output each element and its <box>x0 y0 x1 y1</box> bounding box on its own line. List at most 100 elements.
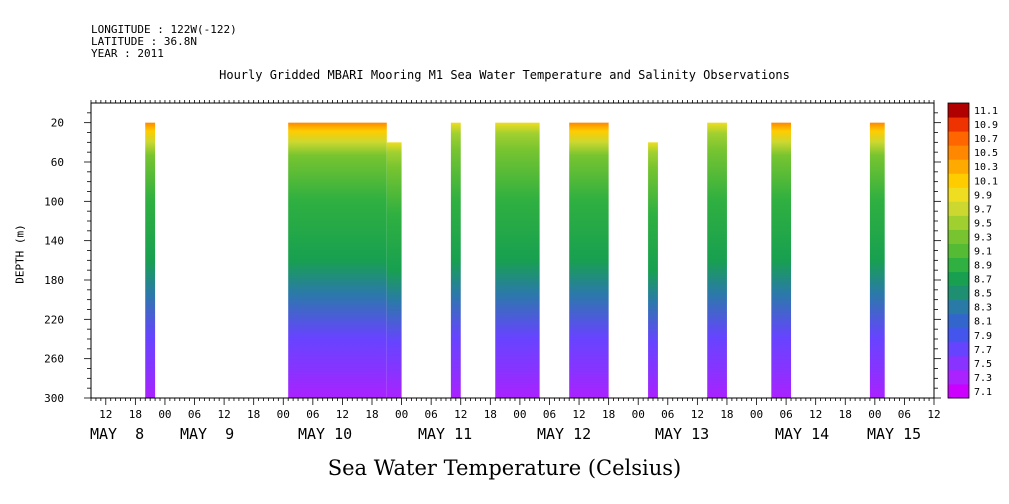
colorbar-swatch <box>948 313 969 329</box>
x-day-label: MAY 8 <box>90 425 144 443</box>
colorbar-label: 11.1 <box>974 106 998 117</box>
colorbar-label: 9.3 <box>974 232 992 243</box>
colorbar-swatch <box>948 173 969 188</box>
x-tick-label: 00 <box>750 408 763 421</box>
colorbar-swatch <box>948 201 969 216</box>
x-tick-label: 18 <box>129 408 142 421</box>
x-tick-label: 06 <box>898 408 911 421</box>
x-tick-label: 06 <box>661 408 674 421</box>
colorbar-swatch <box>948 103 969 118</box>
x-tick-label: 06 <box>425 408 438 421</box>
colorbar-swatch <box>948 257 969 273</box>
colorbar-label: 10.1 <box>974 176 998 187</box>
data-segment-9 <box>771 122 792 399</box>
x-tick-label: 12 <box>454 408 467 421</box>
longitude-label: LONGITUDE : 122W(-122) <box>91 23 237 36</box>
x-tick-label: 06 <box>306 408 319 421</box>
x-tick-label: 12 <box>809 408 822 421</box>
y-tick-label: 260 <box>44 353 64 366</box>
colorbar-swatch <box>948 299 969 315</box>
colorbar-swatch <box>948 243 969 259</box>
colorbar-swatch <box>948 187 969 202</box>
x-tick-label: 06 <box>779 408 792 421</box>
data-segment-6 <box>569 122 609 399</box>
colorbar-label: 8.9 <box>974 261 992 272</box>
colorbar-swatch <box>948 285 969 301</box>
data-segment-5 <box>495 122 540 399</box>
colorbar-label: 9.7 <box>974 204 992 215</box>
colorbar-label: 7.5 <box>974 359 992 370</box>
colorbar-label: 8.1 <box>974 317 992 328</box>
x-tick-label: 12 <box>572 408 585 421</box>
colorbar-label: 7.7 <box>974 345 992 356</box>
x-tick-label: 18 <box>720 408 733 421</box>
x-day-label: MAY 10 <box>298 425 352 443</box>
colorbar-swatch <box>948 355 969 371</box>
axes: 12 18 00 06 12 18 00 06 12 18 00 06 12 18 00 06 12 18 00 06… <box>44 100 941 443</box>
x-tick-label: 12 <box>691 408 704 421</box>
colorbar-label: 8.5 <box>974 289 992 300</box>
data-segment-3 <box>386 142 402 398</box>
colorbar-label: 7.1 <box>974 387 992 398</box>
y-tick-label: 20 <box>51 117 64 130</box>
y-tick-label: 300 <box>44 392 64 405</box>
colorbar-label: 10.9 <box>974 120 998 131</box>
data-segment-1 <box>145 122 156 399</box>
x-tick-label: 00 <box>395 408 408 421</box>
y-tick-label: 140 <box>44 235 64 248</box>
colorbar-label: 7.3 <box>974 373 992 384</box>
colorbar-label: 9.9 <box>974 190 992 201</box>
colorbar-frame <box>947 102 970 399</box>
colorbar-label: 7.9 <box>974 331 992 342</box>
data-segments <box>145 122 885 399</box>
x-tick-label: 12 <box>927 408 940 421</box>
colorbar-swatch <box>948 131 969 146</box>
x-tick-label: 12 <box>99 408 112 421</box>
x-day-label: MAY 12 <box>537 425 591 443</box>
colorbar-label: 8.7 <box>974 275 992 286</box>
colorbar-label: 10.7 <box>974 134 998 145</box>
colorbar-swatch <box>948 327 969 343</box>
colorbar-label: 10.3 <box>974 162 998 173</box>
x-tick-label: 06 <box>543 408 556 421</box>
x-tick-label: 18 <box>602 408 615 421</box>
x-tick-label: 00 <box>513 408 526 421</box>
x-tick-label: 00 <box>277 408 290 421</box>
colorbar-label: 9.5 <box>974 218 992 229</box>
y-tick-label: 220 <box>44 313 64 326</box>
x-tick-label: 12 <box>217 408 230 421</box>
colorbar-title: Sea Water Temperature (Celsius) <box>327 456 682 480</box>
data-segment-8 <box>707 122 727 399</box>
colorbar-label: 9.1 <box>974 247 992 258</box>
colorbar-label: 8.3 <box>974 303 992 314</box>
colorbar: 7.1 7.3 7.5 7.7 7.9 8.1 8.3 8.5 8.7 8.9 9.1 9.3 9.5 9… <box>947 102 998 399</box>
colorbar-swatch <box>948 229 969 244</box>
x-tick-label: 06 <box>188 408 201 421</box>
colorbar-swatch <box>948 341 969 357</box>
colorbar-swatch <box>948 145 969 160</box>
colorbar-label: 10.5 <box>974 148 998 159</box>
y-tick-label: 60 <box>51 156 64 169</box>
x-tick-label: 18 <box>365 408 378 421</box>
colorbar-swatch <box>948 369 969 385</box>
y-tick-label: 180 <box>44 274 64 287</box>
colorbar-swatch <box>948 383 969 399</box>
x-tick-label: 00 <box>158 408 171 421</box>
x-tick-label: 18 <box>484 408 497 421</box>
x-day-label: MAY 14 <box>775 425 829 443</box>
data-segment-4 <box>450 122 461 399</box>
colorbar-swatch <box>948 271 969 287</box>
x-day-label: MAY 15 <box>867 425 921 443</box>
data-segment-2 <box>288 122 387 399</box>
latitude-label: LATITUDE : 36.8N <box>91 35 197 48</box>
year-label: YEAR : 2011 <box>91 47 164 60</box>
x-day-label: MAY 11 <box>418 425 472 443</box>
data-segment-7 <box>648 142 658 398</box>
x-day-label: MAY 9 <box>180 425 234 443</box>
colorbar-swatch <box>948 215 969 230</box>
chart-title: Hourly Gridded MBARI Mooring M1 Sea Wate… <box>219 68 790 82</box>
x-tick-label: 00 <box>632 408 645 421</box>
x-tick-label: 12 <box>336 408 349 421</box>
data-segment-10 <box>869 122 885 399</box>
